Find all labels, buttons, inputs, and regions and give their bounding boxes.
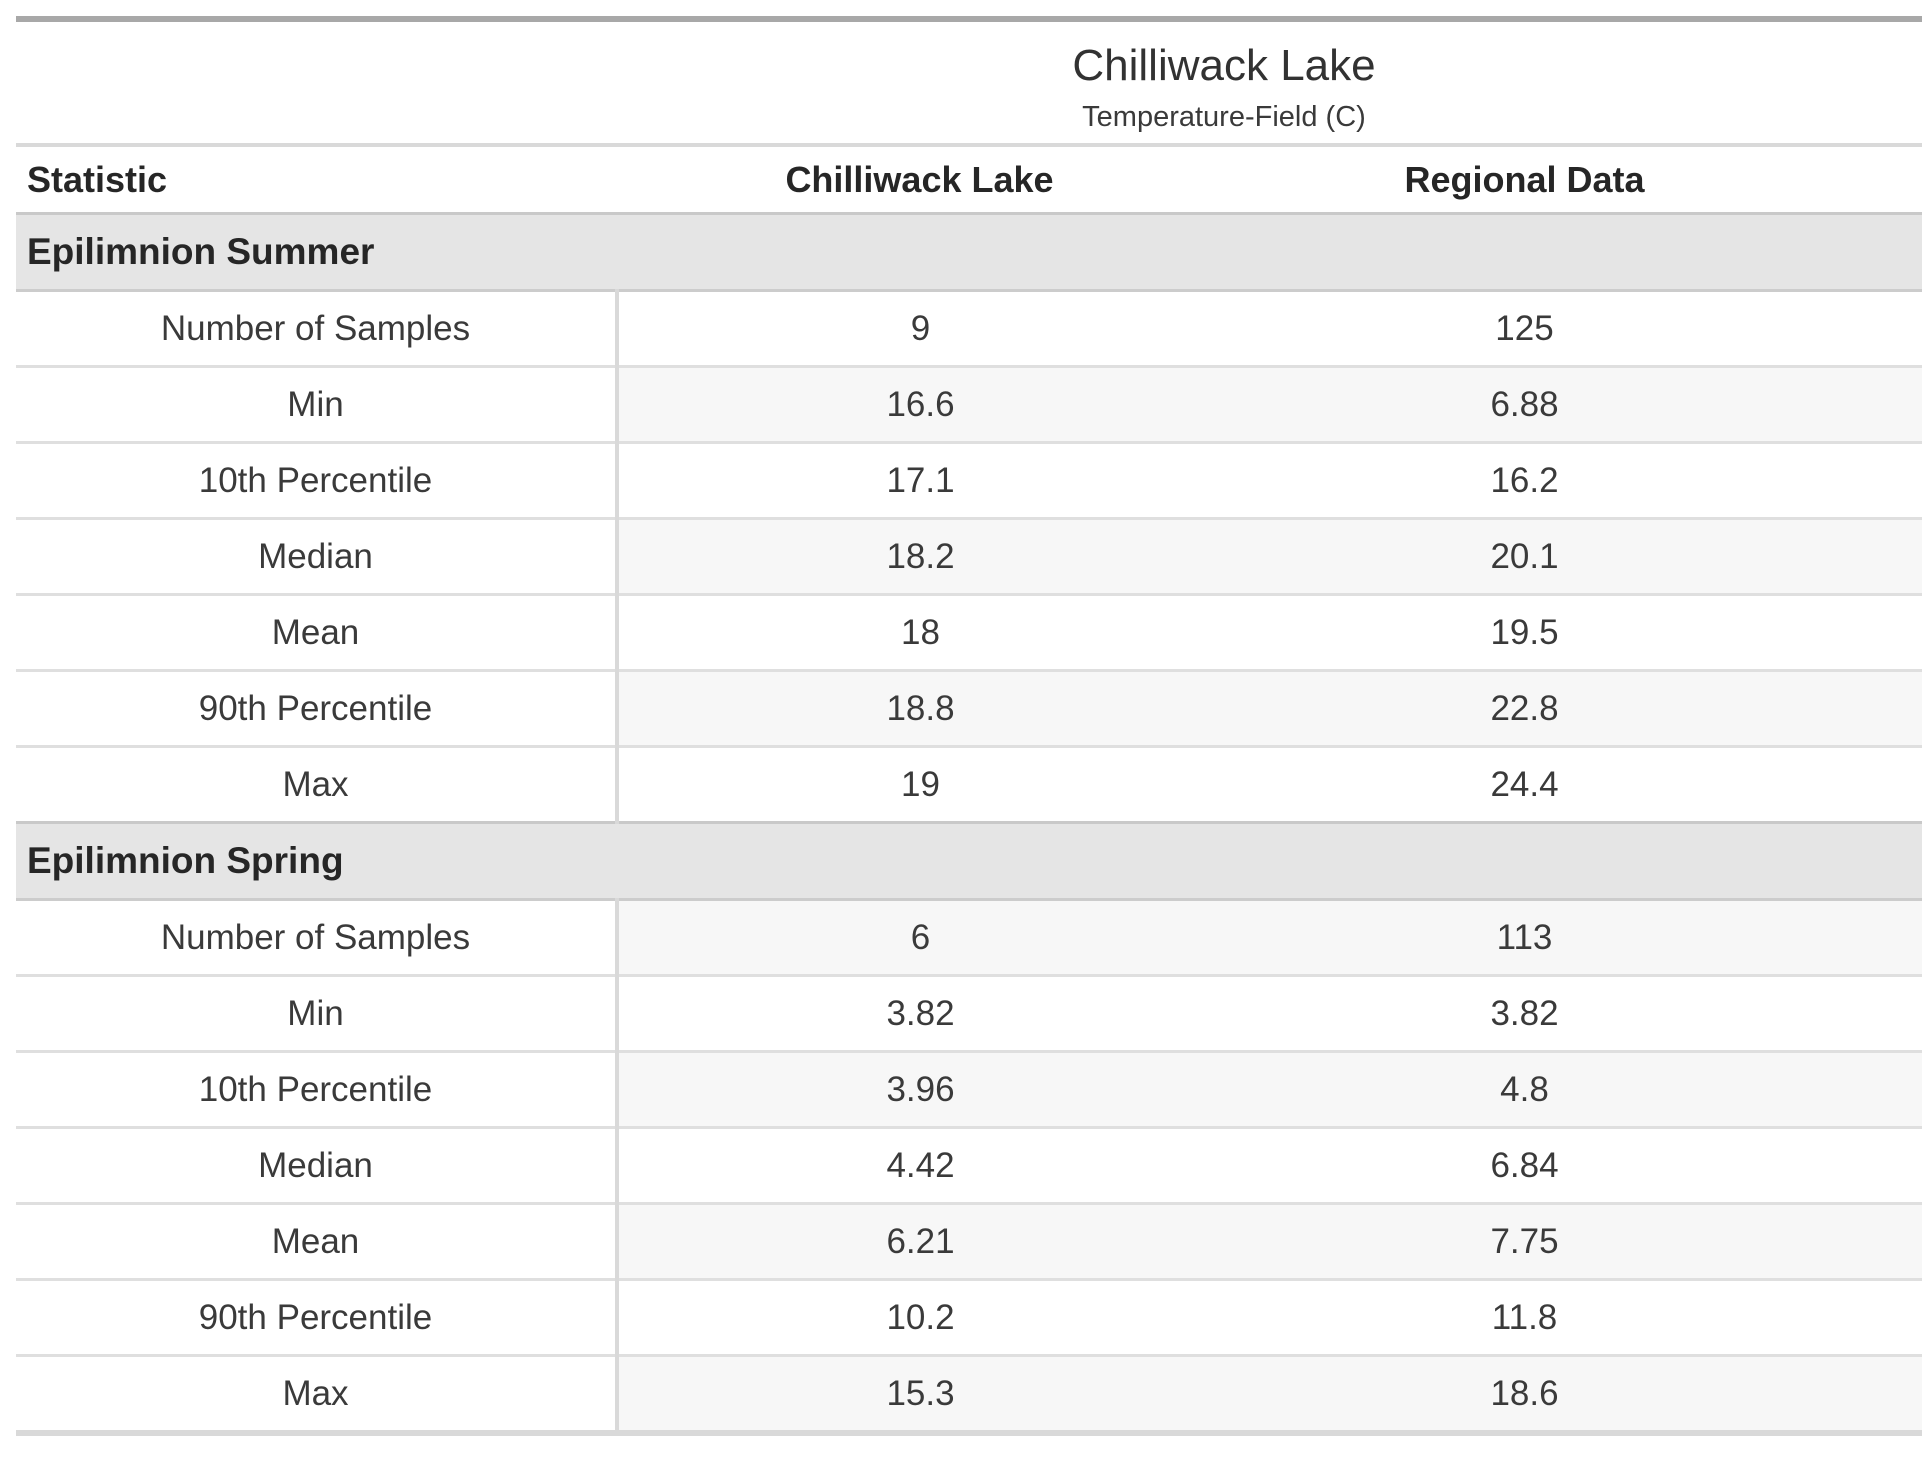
report-container: Chilliwack Lake Temperature-Field (C) St… bbox=[16, 16, 1922, 1436]
cell-statistic: 10th Percentile bbox=[16, 441, 619, 519]
table-row: Median 4.42 6.84 bbox=[16, 1126, 1922, 1204]
table-row: 90th Percentile 18.8 22.8 bbox=[16, 669, 1922, 747]
cell-regional-data: 113 bbox=[1222, 899, 1827, 976]
cell-chilliwack-lake: 19 bbox=[617, 745, 1222, 823]
column-header-chilliwack-lake: Chilliwack Lake bbox=[617, 143, 1222, 214]
cell-chilliwack-lake: 18 bbox=[617, 593, 1222, 671]
cell-chilliwack-lake: 9 bbox=[617, 290, 1222, 367]
page-title: Chilliwack Lake bbox=[1072, 41, 1376, 90]
cell-spacer bbox=[1827, 745, 1922, 823]
cell-statistic: Number of Samples bbox=[16, 290, 619, 367]
column-header-statistic: Statistic bbox=[16, 143, 617, 214]
cell-spacer bbox=[1827, 441, 1922, 519]
cell-spacer bbox=[1827, 517, 1922, 595]
top-divider bbox=[16, 16, 1922, 22]
table-row: Min 3.82 3.82 bbox=[16, 974, 1922, 1052]
cell-spacer bbox=[1827, 290, 1922, 367]
cell-spacer bbox=[1827, 1126, 1922, 1204]
table-row: Min 16.6 6.88 bbox=[16, 365, 1922, 443]
section-header-label: Epilimnion Spring bbox=[16, 821, 1922, 901]
cell-chilliwack-lake: 18.8 bbox=[617, 669, 1222, 747]
cell-regional-data: 7.75 bbox=[1222, 1202, 1827, 1280]
cell-statistic: Median bbox=[16, 517, 619, 595]
cell-spacer bbox=[1827, 899, 1922, 976]
cell-spacer bbox=[1827, 1050, 1922, 1128]
column-header-spacer bbox=[1827, 143, 1922, 214]
table-row: Max 19 24.4 bbox=[16, 745, 1922, 823]
cell-regional-data: 19.5 bbox=[1222, 593, 1827, 671]
cell-statistic: Number of Samples bbox=[16, 899, 619, 976]
cell-chilliwack-lake: 4.42 bbox=[617, 1126, 1222, 1204]
table-row: Mean 6.21 7.75 bbox=[16, 1202, 1922, 1280]
cell-statistic: Max bbox=[16, 745, 619, 823]
section-header-row: Epilimnion Spring bbox=[16, 821, 1922, 901]
cell-regional-data: 20.1 bbox=[1222, 517, 1827, 595]
cell-chilliwack-lake: 3.96 bbox=[617, 1050, 1222, 1128]
cell-spacer bbox=[1827, 365, 1922, 443]
cell-chilliwack-lake: 17.1 bbox=[617, 441, 1222, 519]
table-row: Max 15.3 18.6 bbox=[16, 1354, 1922, 1436]
cell-spacer bbox=[1827, 593, 1922, 671]
column-header-row: Statistic Chilliwack Lake Regional Data bbox=[16, 143, 1922, 214]
cell-regional-data: 125 bbox=[1222, 290, 1827, 367]
cell-statistic: Min bbox=[16, 365, 619, 443]
cell-chilliwack-lake: 6.21 bbox=[617, 1202, 1222, 1280]
cell-statistic: Max bbox=[16, 1354, 619, 1436]
cell-regional-data: 6.84 bbox=[1222, 1126, 1827, 1204]
cell-statistic: Mean bbox=[16, 593, 619, 671]
cell-spacer bbox=[1827, 1354, 1922, 1436]
cell-statistic: Min bbox=[16, 974, 619, 1052]
cell-spacer bbox=[1827, 669, 1922, 747]
table-row: Mean 18 19.5 bbox=[16, 593, 1922, 671]
section-header-row: Epilimnion Summer bbox=[16, 212, 1922, 292]
table-row: Number of Samples 9 125 bbox=[16, 290, 1922, 367]
page-subtitle: Temperature-Field (C) bbox=[1082, 101, 1366, 133]
cell-chilliwack-lake: 6 bbox=[617, 899, 1222, 976]
column-header-regional-data: Regional Data bbox=[1222, 143, 1827, 214]
cell-regional-data: 24.4 bbox=[1222, 745, 1827, 823]
section-header-label: Epilimnion Summer bbox=[16, 212, 1922, 292]
cell-chilliwack-lake: 10.2 bbox=[617, 1278, 1222, 1356]
cell-spacer bbox=[1827, 974, 1922, 1052]
cell-statistic: 10th Percentile bbox=[16, 1050, 619, 1128]
cell-regional-data: 11.8 bbox=[1222, 1278, 1827, 1356]
cell-spacer bbox=[1827, 1278, 1922, 1356]
cell-regional-data: 18.6 bbox=[1222, 1354, 1827, 1436]
table-row: 10th Percentile 3.96 4.8 bbox=[16, 1050, 1922, 1128]
report-header: Chilliwack Lake Temperature-Field (C) bbox=[16, 22, 1922, 143]
table-row: 90th Percentile 10.2 11.8 bbox=[16, 1278, 1922, 1356]
table-row: Median 18.2 20.1 bbox=[16, 517, 1922, 595]
cell-statistic: 90th Percentile bbox=[16, 1278, 619, 1356]
cell-regional-data: 22.8 bbox=[1222, 669, 1827, 747]
cell-statistic: Mean bbox=[16, 1202, 619, 1280]
table-row: 10th Percentile 17.1 16.2 bbox=[16, 441, 1922, 519]
cell-chilliwack-lake: 3.82 bbox=[617, 974, 1222, 1052]
statistics-table: Statistic Chilliwack Lake Regional Data … bbox=[16, 143, 1922, 1436]
cell-statistic: Median bbox=[16, 1126, 619, 1204]
cell-chilliwack-lake: 18.2 bbox=[617, 517, 1222, 595]
cell-chilliwack-lake: 15.3 bbox=[617, 1354, 1222, 1436]
cell-regional-data: 4.8 bbox=[1222, 1050, 1827, 1128]
cell-statistic: 90th Percentile bbox=[16, 669, 619, 747]
cell-regional-data: 3.82 bbox=[1222, 974, 1827, 1052]
table-row: Number of Samples 6 113 bbox=[16, 899, 1922, 976]
cell-regional-data: 6.88 bbox=[1222, 365, 1827, 443]
cell-chilliwack-lake: 16.6 bbox=[617, 365, 1222, 443]
cell-spacer bbox=[1827, 1202, 1922, 1280]
cell-regional-data: 16.2 bbox=[1222, 441, 1827, 519]
